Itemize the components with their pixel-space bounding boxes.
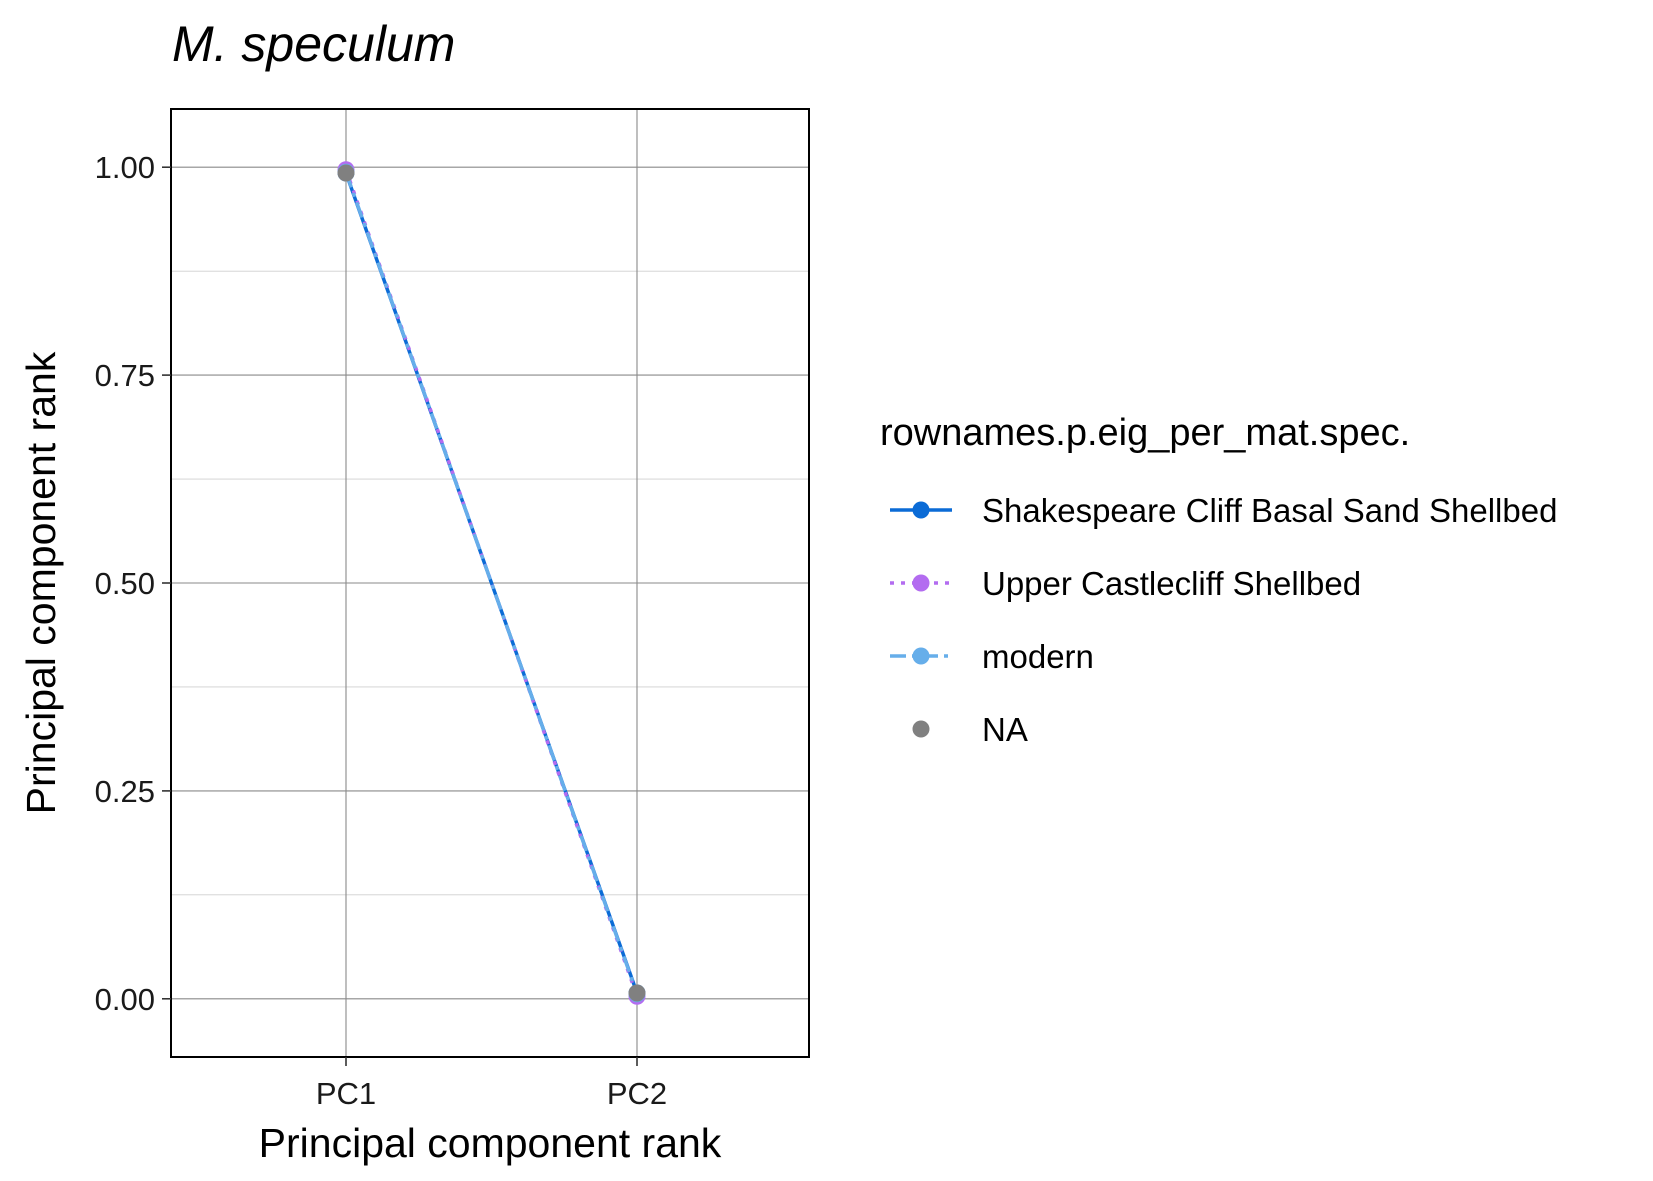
legend-label: modern xyxy=(982,638,1094,675)
grid xyxy=(171,109,809,1057)
legend-item: NA xyxy=(912,711,1028,748)
chart-title: M. speculum xyxy=(172,16,455,72)
series-line xyxy=(344,171,639,995)
legend-key-point xyxy=(912,647,930,665)
legend-item: modern xyxy=(890,638,1094,675)
x-tick-label: PC2 xyxy=(607,1076,667,1111)
legend-label: NA xyxy=(982,711,1028,748)
legend-title: rownames.p.eig_per_mat.spec. xyxy=(880,412,1410,454)
legend-key-point xyxy=(912,574,930,592)
legend-key-point xyxy=(912,720,930,738)
series-na xyxy=(337,164,646,1002)
legend-key-point xyxy=(912,501,930,519)
x-axis-title: Principal component rank xyxy=(259,1120,722,1166)
y-tick-label: 0.75 xyxy=(95,358,155,393)
y-tick-label: 0.00 xyxy=(95,982,155,1017)
y-tick-label: 0.50 xyxy=(95,566,155,601)
legend-item: Upper Castlecliff Shellbed xyxy=(890,565,1361,602)
legend-items: Shakespeare Cliff Basal Sand Shellbed Upp… xyxy=(890,492,1557,748)
y-axis-ticks: 0.00 0.25 0.50 0.75 1.00 xyxy=(95,150,171,1017)
x-axis-ticks: PC1 PC2 xyxy=(316,1057,667,1111)
series-layer xyxy=(337,161,646,1005)
data-point xyxy=(337,164,355,182)
data-point xyxy=(628,984,646,1002)
y-tick-label: 1.00 xyxy=(95,150,155,185)
legend-label: Upper Castlecliff Shellbed xyxy=(982,565,1361,602)
legend-item: Shakespeare Cliff Basal Sand Shellbed xyxy=(890,492,1557,529)
x-tick-label: PC1 xyxy=(316,1076,376,1111)
y-tick-label: 0.25 xyxy=(95,774,155,809)
y-axis-title: Principal component rank xyxy=(18,351,64,814)
legend: rownames.p.eig_per_mat.spec. Shakespeare… xyxy=(880,412,1557,748)
legend-label: Shakespeare Cliff Basal Sand Shellbed xyxy=(982,492,1557,529)
